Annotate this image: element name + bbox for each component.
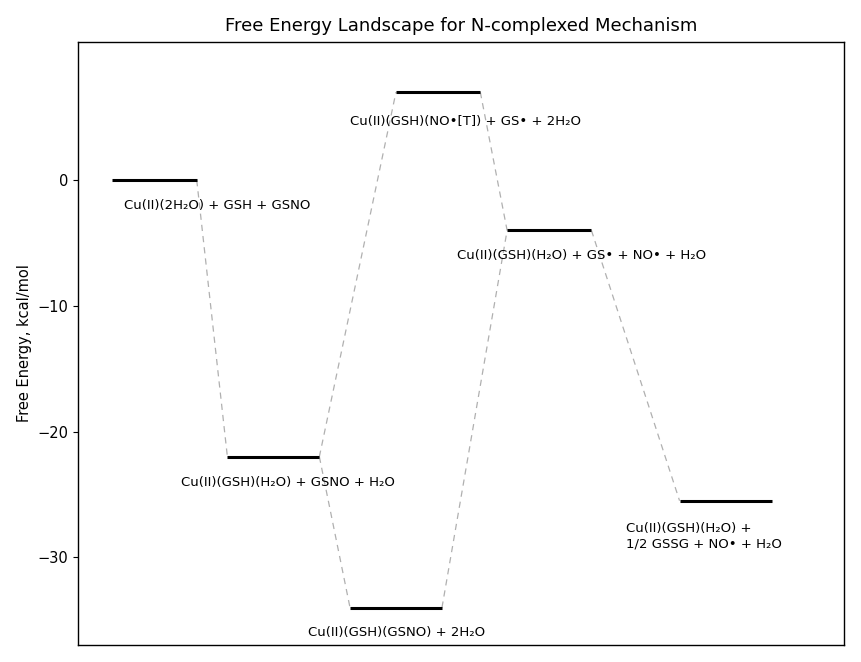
Y-axis label: Free Energy, kcal/mol: Free Energy, kcal/mol xyxy=(16,265,32,422)
Text: Cu(II)(GSH)(NO•[T]) + GS• + 2H₂O: Cu(II)(GSH)(NO•[T]) + GS• + 2H₂O xyxy=(350,115,581,128)
Text: Cu(II)(2H₂O) + GSH + GSNO: Cu(II)(2H₂O) + GSH + GSNO xyxy=(124,199,310,212)
Text: Cu(II)(GSH)(H₂O) + GS• + NO• + H₂O: Cu(II)(GSH)(H₂O) + GS• + NO• + H₂O xyxy=(457,250,706,262)
Text: Cu(II)(GSH)(GSNO) + 2H₂O: Cu(II)(GSH)(GSNO) + 2H₂O xyxy=(308,626,485,639)
Title: Free Energy Landscape for N-complexed Mechanism: Free Energy Landscape for N-complexed Me… xyxy=(225,17,697,34)
Text: Cu(II)(GSH)(H₂O) + GSNO + H₂O: Cu(II)(GSH)(H₂O) + GSNO + H₂O xyxy=(182,475,395,489)
Text: Cu(II)(GSH)(H₂O) +
1/2 GSSG + NO• + H₂O: Cu(II)(GSH)(H₂O) + 1/2 GSSG + NO• + H₂O xyxy=(626,522,782,550)
